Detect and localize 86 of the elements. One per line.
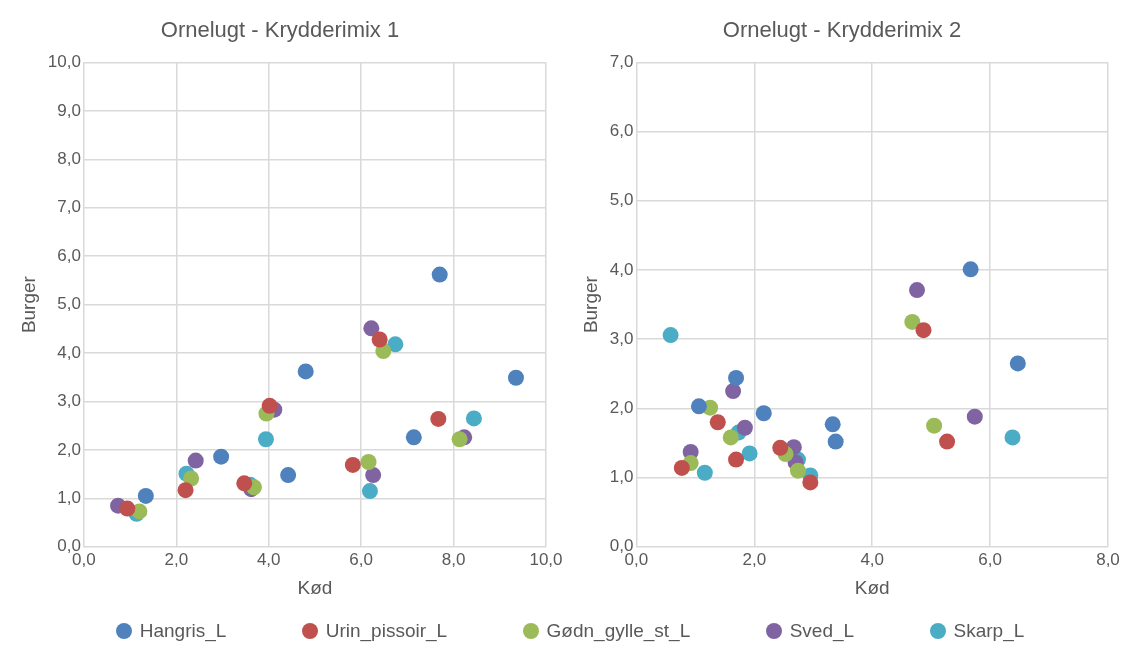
point [772, 439, 789, 456]
legend-label: Gødn_gylle_st_L [546, 620, 691, 642]
point [360, 454, 377, 471]
point [137, 487, 154, 504]
point [728, 451, 745, 468]
point [728, 369, 745, 386]
point [371, 331, 388, 348]
point [926, 417, 943, 434]
point [827, 433, 844, 450]
y-tick-label: 3,0 [609, 328, 634, 348]
point [915, 322, 932, 339]
y-tick-label: 3,0 [57, 391, 81, 411]
x-axis-title: Kød [854, 576, 890, 598]
point [187, 452, 204, 469]
x-tick-label: 4,0 [860, 549, 885, 569]
x-axis-title: Kød [297, 576, 333, 598]
chart-title: Ornelugt - Krydderimix 2 [722, 17, 962, 43]
point [1004, 429, 1021, 446]
legend-label: Skarp_L [953, 620, 1025, 642]
x-tick-label: 10,0 [529, 549, 563, 569]
x-tick-label: 2,0 [742, 549, 767, 569]
point [690, 398, 707, 415]
x-tick-label: 8,0 [1096, 549, 1120, 569]
point [177, 482, 194, 499]
y-tick-label: 1,0 [57, 488, 81, 508]
point [709, 414, 726, 431]
point [696, 464, 713, 481]
point [736, 419, 753, 436]
point [824, 416, 841, 433]
point [431, 266, 448, 283]
point [789, 462, 806, 479]
y-tick-label: 2,0 [57, 439, 81, 459]
y-tick-label: 9,0 [57, 100, 81, 120]
y-tick-label: 10,0 [47, 52, 81, 72]
point [802, 474, 819, 491]
y-tick-label: 8,0 [57, 148, 81, 168]
point [280, 467, 297, 484]
legend-label: Sved_L [789, 620, 855, 642]
y-axis-title: Burger [579, 275, 601, 334]
point [344, 456, 361, 473]
point [465, 410, 482, 427]
point [119, 500, 136, 517]
point [909, 282, 926, 299]
point [904, 313, 921, 330]
point [966, 408, 983, 425]
y-axis-title: Burger [17, 275, 39, 334]
x-tick-label: 4,0 [256, 549, 281, 569]
point [722, 429, 739, 446]
y-tick-label: 5,0 [609, 190, 634, 210]
y-tick-label: 1,0 [609, 467, 634, 487]
y-tick-label: 7,0 [57, 197, 81, 217]
point [297, 363, 314, 380]
point [755, 405, 772, 422]
point [939, 433, 956, 450]
y-tick-label: 7,0 [609, 52, 634, 72]
y-tick-label: 6,0 [57, 245, 81, 265]
point [673, 459, 690, 476]
point [451, 431, 468, 448]
point [213, 448, 230, 465]
point [361, 483, 378, 500]
point [363, 320, 380, 337]
point [725, 383, 742, 400]
point [387, 336, 404, 353]
point [430, 410, 447, 427]
y-tick-label: 6,0 [609, 121, 634, 141]
point [261, 397, 278, 414]
point [257, 431, 274, 448]
legend-label: Hangris_L [139, 620, 227, 642]
point [741, 445, 758, 462]
point [405, 429, 422, 446]
y-tick-label: 5,0 [57, 294, 81, 314]
x-tick-label: 8,0 [441, 549, 466, 569]
point [507, 369, 524, 386]
x-tick-label: 2,0 [164, 549, 189, 569]
y-tick-label: 4,0 [57, 342, 81, 362]
y-tick-label: 4,0 [609, 259, 634, 279]
x-tick-label: 6,0 [978, 549, 1002, 569]
legend-label: Urin_pissoir_L [325, 620, 448, 642]
chart-title: Ornelugt - Krydderimix 1 [160, 17, 400, 43]
point [365, 467, 382, 484]
y-tick-label: 2,0 [609, 398, 634, 418]
x-tick-label: 6,0 [349, 549, 373, 569]
point [662, 327, 679, 344]
point [236, 475, 253, 492]
point [962, 261, 979, 278]
point [1009, 355, 1026, 372]
